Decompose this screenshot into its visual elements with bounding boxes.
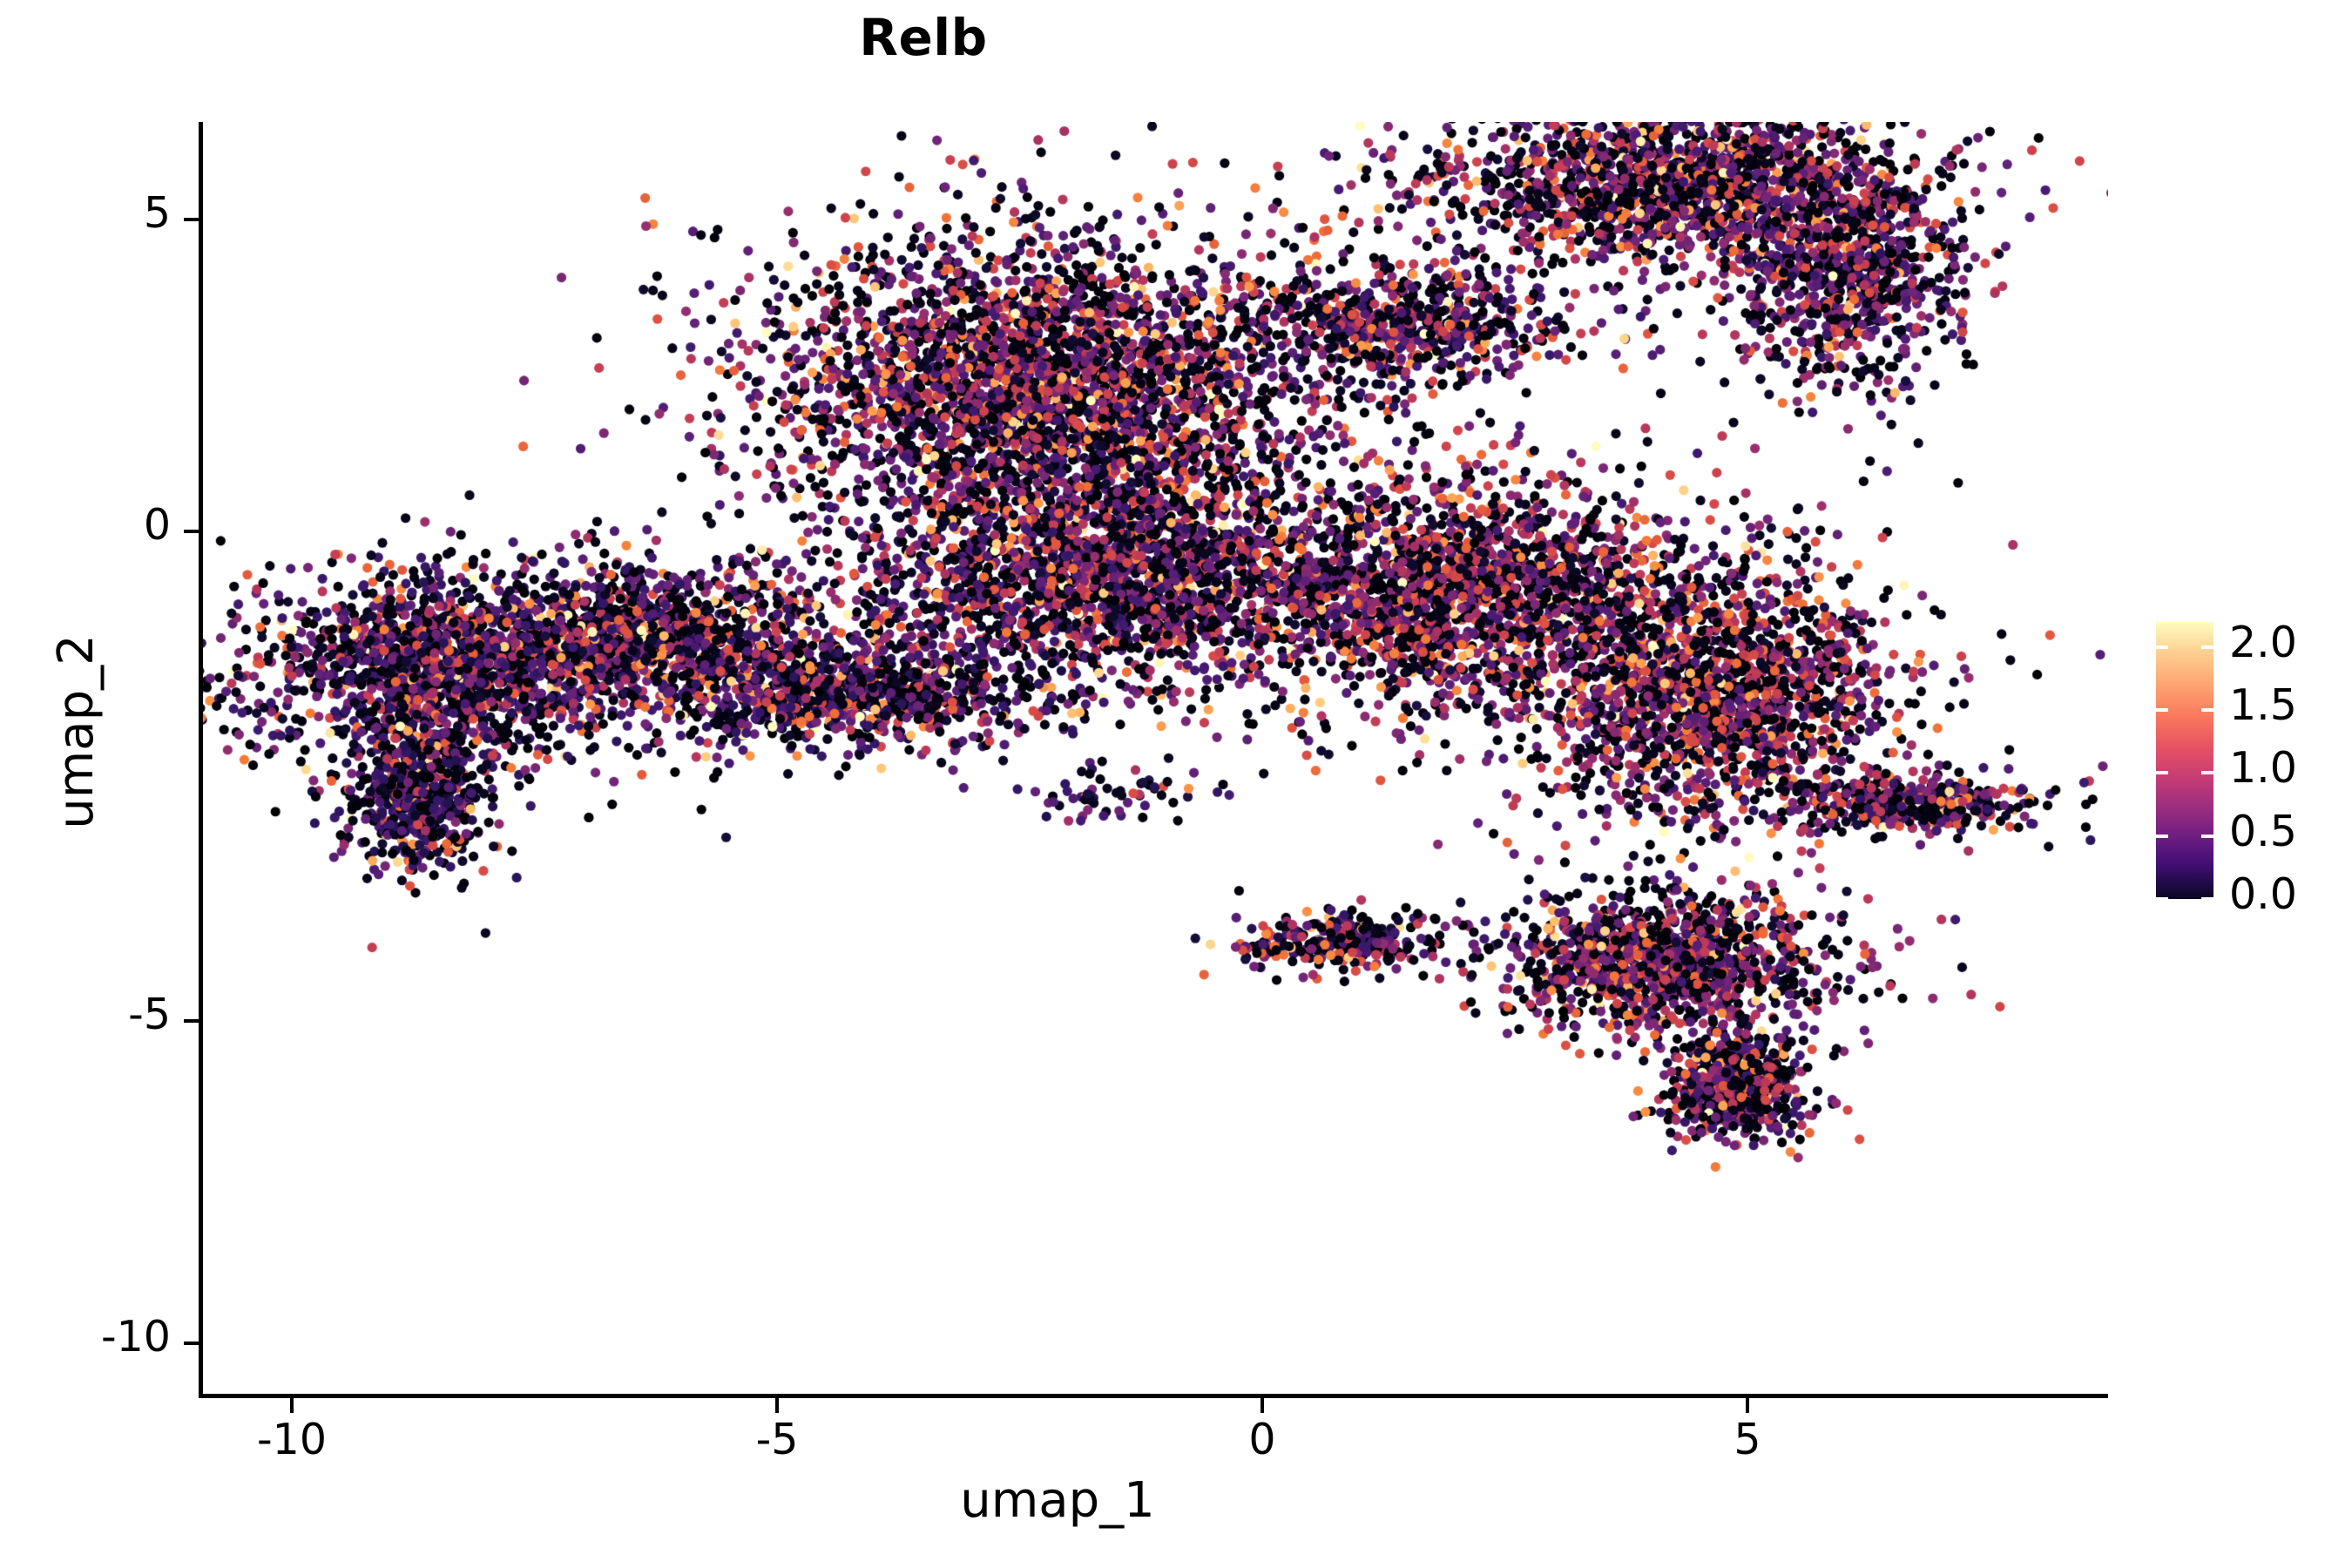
colorbar-tick-mark — [2201, 645, 2213, 649]
y-tick-label: -5 — [128, 990, 171, 1039]
x-tick-label: -10 — [256, 1415, 328, 1464]
y-tick-mark — [184, 530, 199, 533]
x-tick-mark — [775, 1398, 779, 1413]
colorbar-tick-mark — [2156, 645, 2168, 649]
y-tick-label: 5 — [143, 188, 171, 238]
colorbar-tick-mark — [2201, 708, 2213, 713]
colorbar: 2.0 1.5 1.0 0.5 0.0 — [2156, 621, 2348, 916]
y-tick-label: -10 — [100, 1312, 171, 1362]
colorbar-tick-mark — [2156, 834, 2168, 838]
colorbar-tick-mark — [2201, 897, 2213, 901]
x-tick-label: 0 — [1248, 1415, 1276, 1464]
y-tick-mark — [184, 218, 199, 221]
y-axis-label: umap_2 — [48, 634, 105, 829]
y-tick-mark — [184, 1342, 199, 1345]
x-tick-mark — [1260, 1398, 1264, 1413]
y-tick-label: 0 — [143, 500, 171, 550]
colorbar-tick-label: 0.0 — [2229, 869, 2297, 919]
colorbar-tick-label: 1.0 — [2229, 743, 2297, 794]
x-axis-label-text: umap_1 — [960, 1472, 1155, 1529]
colorbar-tick-mark — [2201, 771, 2213, 775]
x-tick-label: -5 — [755, 1415, 799, 1464]
colorbar-tick-label: 1.5 — [2229, 680, 2297, 731]
page-title: Relb — [0, 12, 2352, 63]
x-tick-label: 5 — [1734, 1415, 1761, 1464]
x-tick-mark — [290, 1398, 294, 1413]
colorbar-tick-mark — [2201, 834, 2213, 838]
x-axis-spine — [199, 1394, 2108, 1398]
y-tick-mark — [184, 1019, 199, 1023]
colorbar-tick-mark — [2156, 708, 2168, 713]
x-tick-mark — [1746, 1398, 1749, 1413]
scatter-plot-canvas — [199, 122, 2108, 1398]
plot-axes — [199, 122, 2108, 1398]
colorbar-tick-mark — [2156, 771, 2168, 775]
colorbar-tick-label: 0.5 — [2229, 806, 2297, 856]
plot-title-text: Relb — [859, 8, 988, 67]
colorbar-tick-label: 2.0 — [2229, 617, 2297, 667]
y-axis-spine — [199, 122, 203, 1398]
colorbar-tick-mark — [2156, 897, 2168, 901]
x-axis-label: umap_1 — [199, 1477, 2108, 1525]
colorbar-gradient — [2156, 622, 2213, 899]
